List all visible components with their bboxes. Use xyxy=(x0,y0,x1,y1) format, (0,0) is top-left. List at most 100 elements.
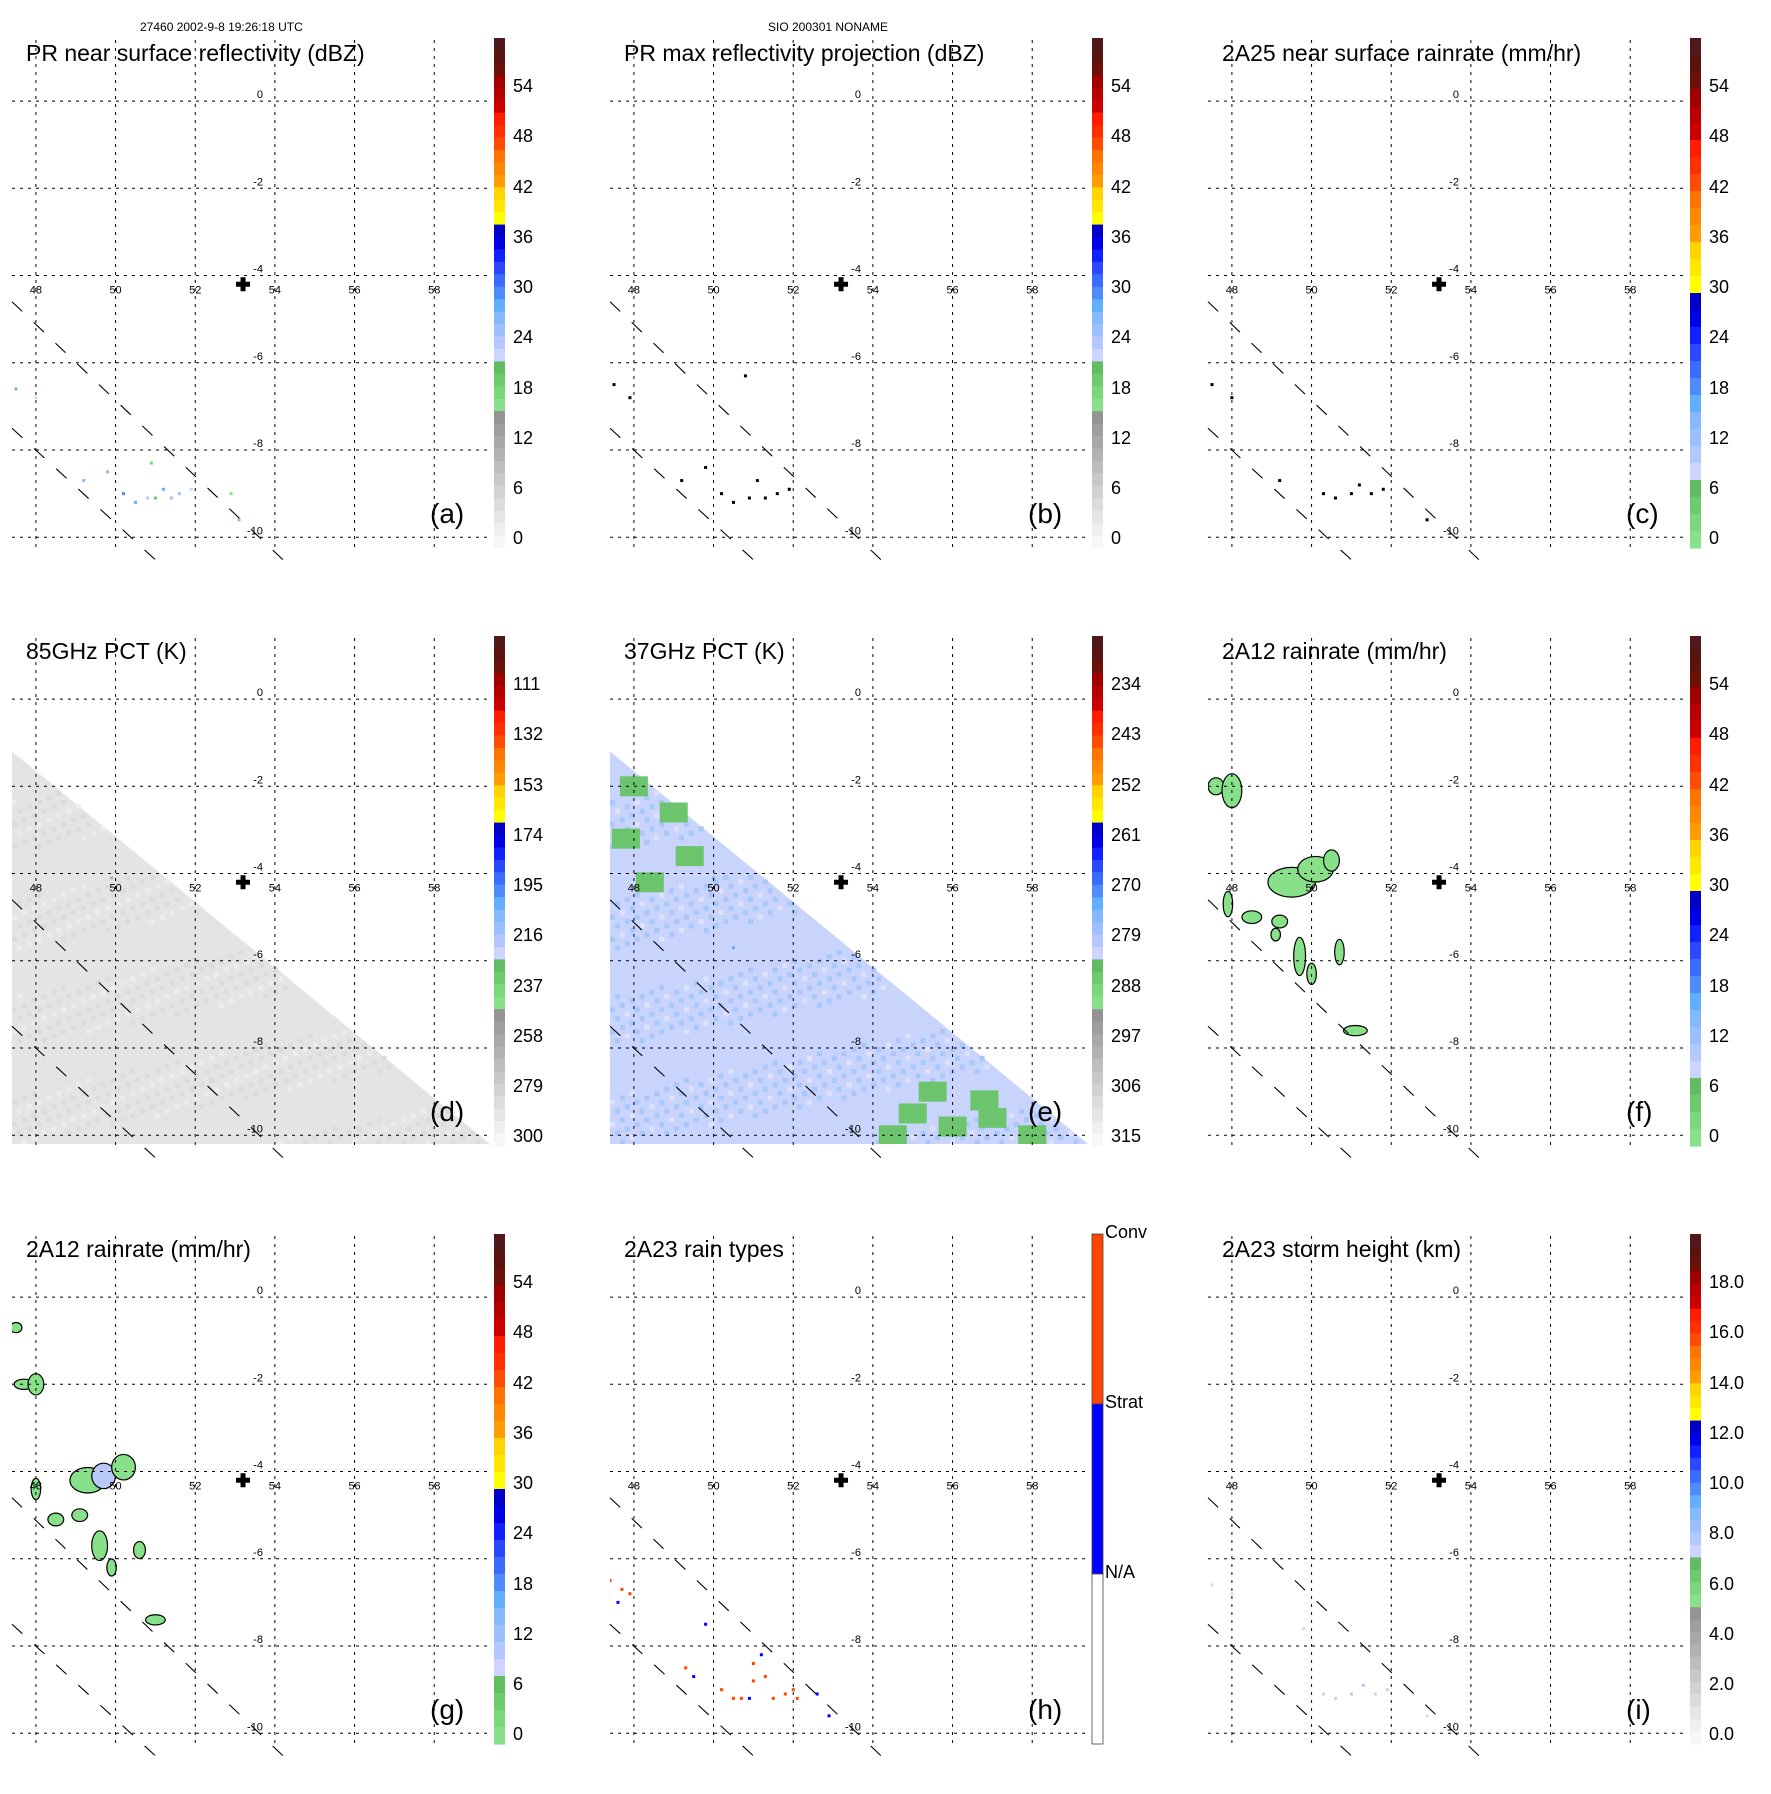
plot-area xyxy=(612,374,791,504)
pixel xyxy=(708,892,714,898)
y-tick-label: -6 xyxy=(851,1547,861,1559)
pixel xyxy=(940,1144,945,1149)
colorbar-segment xyxy=(1690,1694,1701,1708)
x-tick-label: 54 xyxy=(1465,285,1477,297)
pixel xyxy=(66,1108,72,1114)
x-tick-label: 54 xyxy=(867,1481,879,1493)
pixel xyxy=(816,1073,822,1079)
pixel xyxy=(787,971,793,977)
pixel xyxy=(733,985,739,991)
pixel xyxy=(959,1042,965,1048)
pixel xyxy=(105,1091,111,1097)
pixel xyxy=(644,910,650,916)
pixel xyxy=(841,1051,847,1057)
colorbar-segment xyxy=(494,1608,505,1626)
colorbar-segment xyxy=(1690,1656,1701,1670)
pixel xyxy=(619,1117,625,1123)
colorbar-segment xyxy=(1690,1544,1701,1559)
colorbar-tick-label: 195 xyxy=(513,875,544,896)
colorbar-segment xyxy=(494,1353,505,1371)
pixel xyxy=(654,1020,660,1026)
pixel xyxy=(184,963,190,969)
pixel xyxy=(120,888,126,894)
pixel xyxy=(130,1113,136,1119)
pixel xyxy=(475,1139,481,1144)
colorbar-segment xyxy=(1092,38,1103,52)
pixel xyxy=(140,994,146,1000)
pixel xyxy=(831,1077,837,1083)
colorbar-segment xyxy=(494,187,505,201)
pixel xyxy=(125,1082,131,1088)
pixel xyxy=(51,919,57,925)
pixel xyxy=(807,985,813,991)
pixel xyxy=(366,1121,372,1127)
swath-edge-line xyxy=(609,427,758,564)
colorbar-segment xyxy=(1092,336,1103,350)
y-tick-label: -4 xyxy=(851,1460,861,1472)
pixel xyxy=(154,998,160,1004)
pixel xyxy=(634,936,640,942)
pixel xyxy=(100,1011,106,1017)
pixel xyxy=(619,1139,625,1144)
pixel xyxy=(959,1135,965,1141)
pixel xyxy=(945,1038,951,1044)
pixel xyxy=(31,905,37,911)
pixel xyxy=(624,804,630,810)
pixel xyxy=(846,1082,852,1088)
pixel xyxy=(169,910,175,916)
colorbar-segment xyxy=(1092,50,1103,64)
pixel xyxy=(1068,1130,1074,1136)
data-point xyxy=(1322,1692,1326,1696)
colorbar-segment xyxy=(1690,891,1701,909)
pixel xyxy=(629,1113,635,1119)
pixel xyxy=(26,804,32,810)
data-point xyxy=(169,496,173,500)
pixel xyxy=(159,892,165,898)
pixel xyxy=(718,888,724,894)
data-point xyxy=(739,1696,743,1700)
colorbar-tick-label: 36 xyxy=(1111,226,1132,247)
colorbar-segment xyxy=(1690,721,1701,739)
pixel xyxy=(757,892,763,898)
colorbar-segment xyxy=(494,747,505,761)
pixel xyxy=(189,971,195,977)
panel-label: (h) xyxy=(1028,1694,1063,1725)
pixel xyxy=(624,1104,630,1110)
pixel xyxy=(85,914,91,920)
chart-f: 48 50 52 54 56 580-2-4-6-8-10 xyxy=(1207,636,1701,1162)
pixel xyxy=(61,821,67,827)
data-point xyxy=(680,479,684,483)
colorbar-segment xyxy=(494,1540,505,1558)
pixel xyxy=(61,892,67,898)
data-point xyxy=(1230,1592,1234,1596)
pixel xyxy=(624,1033,630,1039)
colorbar-segment xyxy=(1690,925,1701,943)
colorbar-segment xyxy=(494,909,505,923)
pixel xyxy=(41,808,47,814)
data-point xyxy=(1357,483,1361,487)
pixel xyxy=(100,826,106,832)
colorbar-segment xyxy=(1690,1395,1701,1409)
pixel xyxy=(752,1091,758,1097)
pixel xyxy=(723,874,729,880)
colorbar-segment xyxy=(1690,89,1701,107)
pixel xyxy=(664,1130,670,1136)
data-point xyxy=(978,1107,1007,1128)
pixel xyxy=(16,945,22,951)
pixel xyxy=(80,905,86,911)
colorbar-segment xyxy=(494,361,505,375)
pixel xyxy=(950,1046,956,1052)
y-tick-label: 0 xyxy=(257,1285,263,1297)
data-point xyxy=(149,461,153,465)
pixel xyxy=(76,1082,82,1088)
colorbar-tick-label: 54 xyxy=(1709,674,1730,695)
pixel xyxy=(910,1042,916,1048)
pixel xyxy=(925,1069,931,1075)
pixel xyxy=(61,1121,67,1127)
colorbar-segment xyxy=(1092,847,1103,861)
chart-h: 48 50 52 54 56 580-2-4-6-8-10 xyxy=(609,1233,1104,1760)
colorbar-segment xyxy=(1092,224,1103,238)
colorbar-segment xyxy=(1690,106,1701,124)
pixel xyxy=(713,901,719,907)
data-point xyxy=(731,946,735,950)
